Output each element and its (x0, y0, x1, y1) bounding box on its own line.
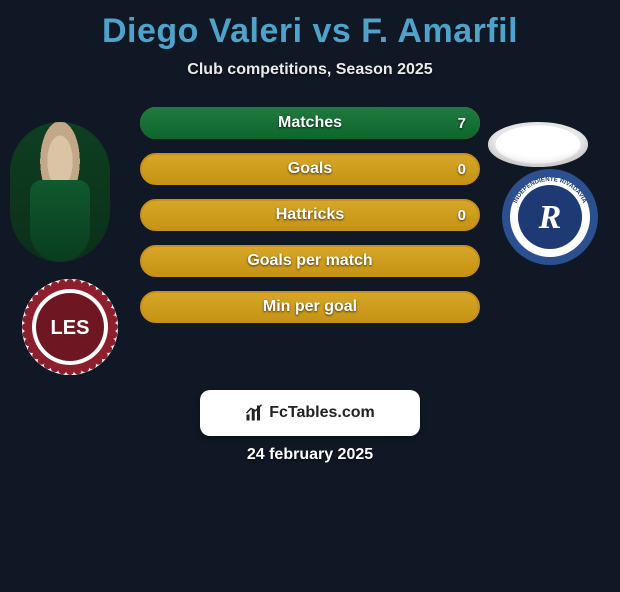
stat-row-goals-per-match: Goals per match (140, 245, 480, 277)
bar-chart-icon (245, 404, 263, 422)
stat-row-matches: Matches7 (140, 107, 480, 139)
player-right-avatar (488, 122, 588, 167)
player-left-club-badge: LES (20, 277, 120, 377)
page-title: Diego Valeri vs F. Amarfil (0, 12, 620, 51)
stat-label: Hattricks (140, 199, 480, 231)
stat-value-right: 0 (458, 199, 466, 231)
stat-label: Goals per match (140, 245, 480, 277)
player-right-club-badge: INDEPENDIENTE RIVADAVIA MENDOZA R (500, 167, 600, 267)
stat-row-min-per-goal: Min per goal (140, 291, 480, 323)
svg-text:R: R (538, 199, 562, 236)
footer-date: 24 february 2025 (0, 446, 620, 464)
svg-text:LES: LES (51, 317, 90, 339)
stat-label: Matches (140, 107, 480, 139)
brand-card: FcTables.com (200, 390, 420, 436)
stat-value-right: 0 (458, 153, 466, 185)
player-left-avatar (10, 122, 110, 262)
stat-bars: Matches7Goals0Hattricks0Goals per matchM… (140, 107, 480, 337)
page-subtitle: Club competitions, Season 2025 (0, 61, 620, 79)
stat-value-right: 7 (458, 107, 466, 139)
stat-label: Min per goal (140, 291, 480, 323)
brand-text: FcTables.com (269, 404, 375, 422)
stat-row-goals: Goals0 (140, 153, 480, 185)
stat-label: Goals (140, 153, 480, 185)
stat-row-hattricks: Hattricks0 (140, 199, 480, 231)
